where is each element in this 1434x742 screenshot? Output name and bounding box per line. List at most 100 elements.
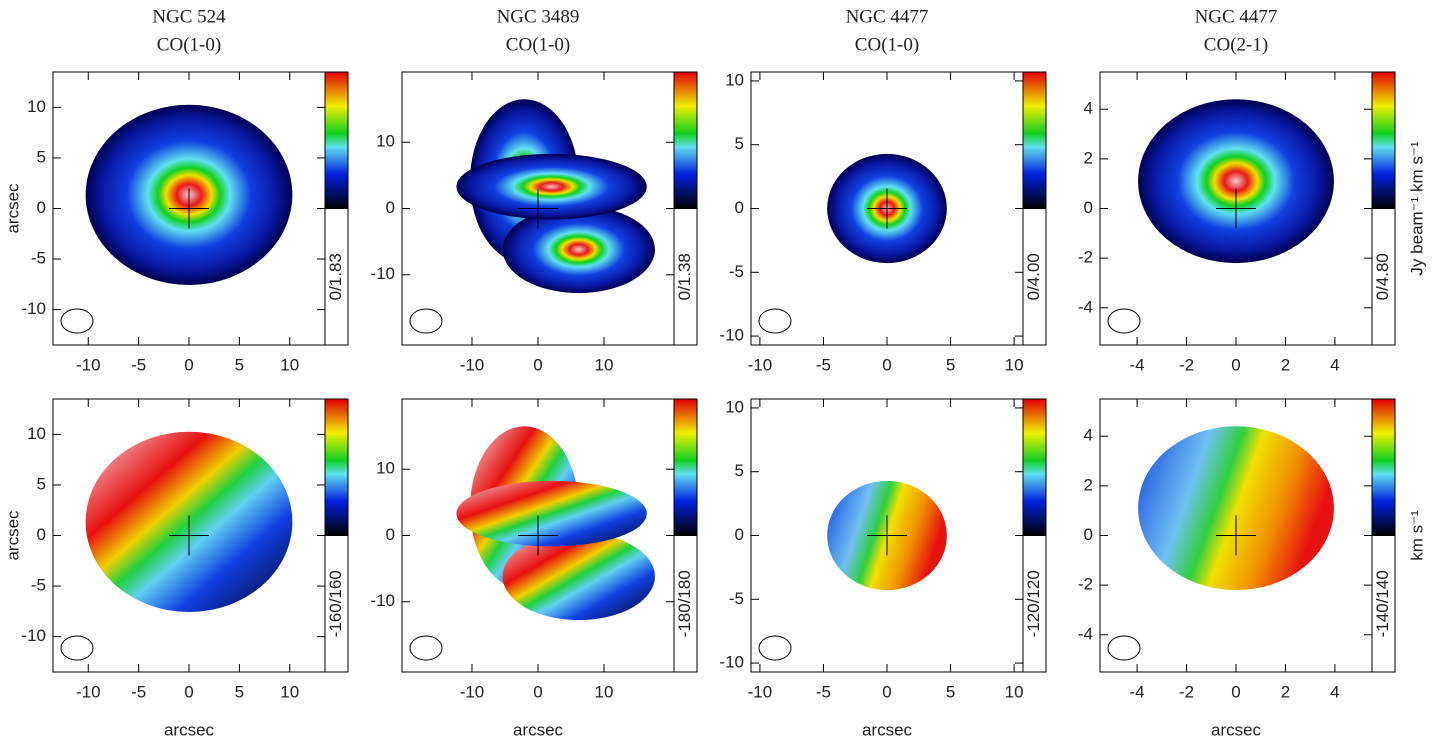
y-tick-label: -2 bbox=[1078, 248, 1093, 267]
y-tick-label: 10 bbox=[725, 397, 744, 416]
x-tick-label: 0 bbox=[882, 355, 891, 374]
x-tick-label: 10 bbox=[1005, 355, 1024, 374]
y-tick-label: 10 bbox=[725, 70, 744, 89]
colorbar bbox=[1023, 399, 1046, 536]
y-tick-label: 10 bbox=[376, 459, 395, 478]
y-tick-label: 10 bbox=[376, 132, 395, 151]
colorbar-range: -140/140 bbox=[1373, 570, 1392, 637]
x-tick-label: 0 bbox=[1231, 355, 1240, 374]
map-region bbox=[503, 533, 655, 620]
x-tick-label: 0 bbox=[1231, 682, 1240, 701]
colorbar bbox=[325, 72, 348, 209]
y-tick-label: 0 bbox=[37, 198, 46, 217]
map-region bbox=[456, 481, 646, 547]
colorbar bbox=[674, 72, 697, 209]
x-tick-label: 2 bbox=[1281, 355, 1290, 374]
panel-title: NGC 4477 bbox=[1195, 6, 1278, 27]
x-tick-label: -2 bbox=[1179, 355, 1194, 374]
y-tick-label: -5 bbox=[729, 589, 744, 608]
beam bbox=[1108, 309, 1140, 333]
map-image bbox=[456, 426, 655, 620]
x-tick-label: -4 bbox=[1130, 355, 1145, 374]
y-tick-label: -10 bbox=[719, 326, 744, 345]
x-tick-label: -10 bbox=[76, 682, 101, 701]
colorbar bbox=[1372, 399, 1395, 536]
y-tick-label: 4 bbox=[1084, 426, 1093, 445]
y-tick-label: 5 bbox=[37, 147, 46, 166]
x-tick-label: 2 bbox=[1281, 682, 1290, 701]
x-tick-label: 5 bbox=[946, 355, 955, 374]
y-tick-label: 5 bbox=[735, 461, 744, 480]
y-tick-label: -10 bbox=[21, 299, 46, 318]
figure: 0/1.83 -10 -5 0 5 10 -10 -5 0 5 10 NGC 524 CO(1-0) ar… bbox=[0, 0, 1434, 742]
y-tick-label: 0 bbox=[735, 198, 744, 217]
x-tick-label: 5 bbox=[235, 355, 244, 374]
panel-subtitle: CO(1-0) bbox=[506, 34, 570, 55]
beam bbox=[759, 636, 791, 660]
y-axis-label: arcsec bbox=[3, 183, 22, 234]
x-tick-label: 0 bbox=[533, 682, 542, 701]
y-tick-label: -5 bbox=[31, 249, 46, 268]
y-tick-label: 0 bbox=[37, 525, 46, 544]
x-tick-label: -2 bbox=[1179, 682, 1194, 701]
x-tick-label: 10 bbox=[280, 355, 299, 374]
y-tick-label: 0 bbox=[735, 525, 744, 544]
x-tick-label: -10 bbox=[748, 355, 773, 374]
map-region bbox=[1138, 426, 1334, 590]
colorbar-label: Jy beam⁻¹ km s⁻¹ bbox=[1407, 141, 1426, 275]
colorbar bbox=[325, 399, 348, 536]
colorbar-range: -160/160 bbox=[326, 570, 345, 637]
beam bbox=[410, 636, 442, 660]
y-tick-label: -10 bbox=[21, 626, 46, 645]
x-tick-label: -10 bbox=[748, 682, 773, 701]
x-tick-label: -5 bbox=[816, 355, 831, 374]
map-region bbox=[456, 154, 646, 220]
y-tick-label: -5 bbox=[729, 262, 744, 281]
panel-title: NGC 3489 bbox=[497, 6, 580, 27]
x-tick-label: 4 bbox=[1330, 355, 1339, 374]
map-image bbox=[1138, 99, 1334, 263]
y-tick-label: 5 bbox=[735, 134, 744, 153]
colorbar-range: -120/120 bbox=[1024, 570, 1043, 637]
y-tick-label: 10 bbox=[27, 97, 46, 116]
panel-title: NGC 4477 bbox=[846, 6, 929, 27]
x-tick-label: -5 bbox=[816, 682, 831, 701]
x-axis-label: arcsec bbox=[164, 720, 215, 739]
beam bbox=[1108, 636, 1140, 660]
colorbar-range: 0/1.83 bbox=[326, 253, 345, 300]
x-tick-label: 4 bbox=[1330, 682, 1339, 701]
y-tick-label: -4 bbox=[1078, 624, 1093, 643]
colorbar bbox=[1372, 72, 1395, 209]
x-tick-label: 0 bbox=[184, 682, 193, 701]
panel-title: NGC 524 bbox=[152, 6, 226, 27]
x-tick-label: 0 bbox=[533, 355, 542, 374]
x-tick-label: 5 bbox=[235, 682, 244, 701]
colorbar-range: -180/180 bbox=[675, 570, 694, 637]
y-tick-label: 0 bbox=[1084, 198, 1093, 217]
map-image bbox=[1138, 426, 1334, 590]
colorbar-range: 0/4.80 bbox=[1373, 253, 1392, 300]
y-tick-label: 10 bbox=[27, 424, 46, 443]
y-axis-label: arcsec bbox=[3, 510, 22, 561]
y-tick-label: -4 bbox=[1078, 297, 1093, 316]
y-tick-label: -10 bbox=[370, 591, 395, 610]
colorbar bbox=[1023, 72, 1046, 209]
x-tick-label: -10 bbox=[76, 355, 101, 374]
y-tick-label: 0 bbox=[386, 525, 395, 544]
y-tick-label: 5 bbox=[37, 474, 46, 493]
y-tick-label: -10 bbox=[719, 653, 744, 672]
panel-subtitle: CO(1-0) bbox=[157, 34, 221, 55]
beam bbox=[410, 309, 442, 333]
beam bbox=[61, 309, 93, 333]
y-tick-label: 2 bbox=[1084, 475, 1093, 494]
x-tick-label: 10 bbox=[595, 682, 614, 701]
x-tick-label: -4 bbox=[1130, 682, 1145, 701]
colorbar-range: 0/4.00 bbox=[1024, 253, 1043, 300]
beam bbox=[61, 636, 93, 660]
x-axis-label: arcsec bbox=[513, 720, 564, 739]
panel-subtitle: CO(2-1) bbox=[1204, 34, 1268, 55]
x-axis-label: arcsec bbox=[862, 720, 913, 739]
panel-subtitle: CO(1-0) bbox=[855, 34, 919, 55]
x-tick-label: -10 bbox=[460, 682, 485, 701]
y-tick-label: 0 bbox=[1084, 525, 1093, 544]
